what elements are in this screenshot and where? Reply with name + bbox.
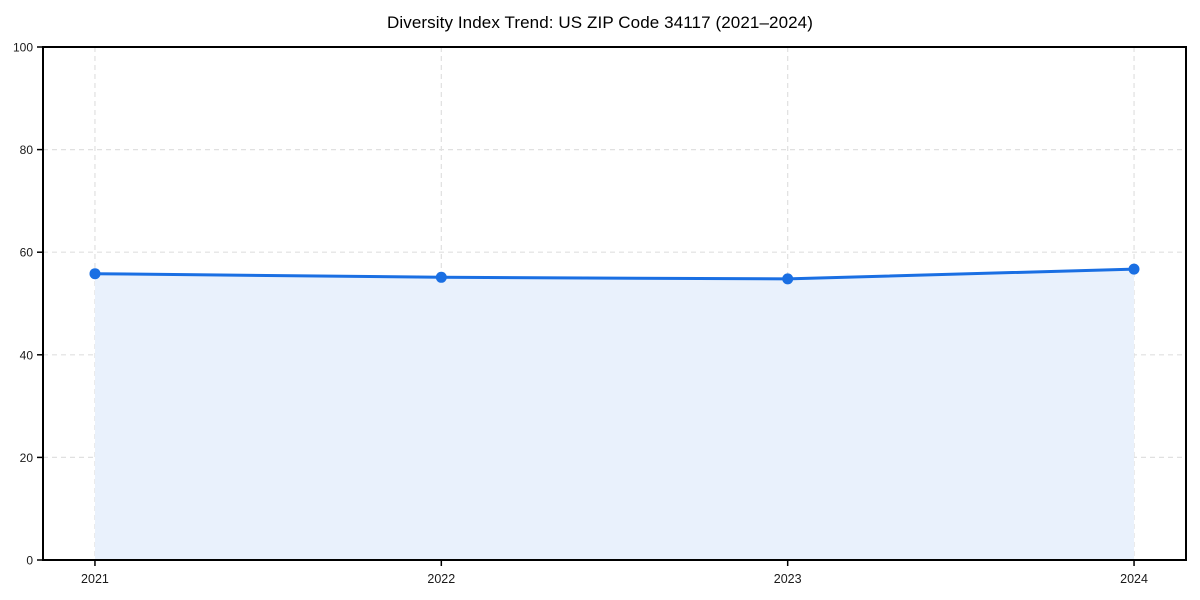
y-tick-label: 40 xyxy=(20,348,34,362)
data-point-2022 xyxy=(435,271,447,283)
data-point-2023 xyxy=(782,273,794,285)
y-tick-label: 0 xyxy=(26,554,33,568)
y-tick-label: 100 xyxy=(13,41,33,55)
x-tick-label: 2022 xyxy=(427,572,455,586)
y-tick-label: 80 xyxy=(20,143,34,157)
chart-title: Diversity Index Trend: US ZIP Code 34117… xyxy=(386,13,814,32)
x-tick-label: 2021 xyxy=(81,572,109,586)
y-tick-label: 20 xyxy=(20,451,34,465)
trend-line xyxy=(93,267,1136,281)
x-tick-label: 2024 xyxy=(1120,572,1148,586)
area-fill xyxy=(95,269,1134,560)
data-point-2024 xyxy=(1128,263,1140,275)
x-tick-label: 2023 xyxy=(774,572,802,586)
y-tick-label: 60 xyxy=(20,246,34,260)
plot-border xyxy=(42,46,1187,561)
data-point-2021 xyxy=(89,268,101,280)
